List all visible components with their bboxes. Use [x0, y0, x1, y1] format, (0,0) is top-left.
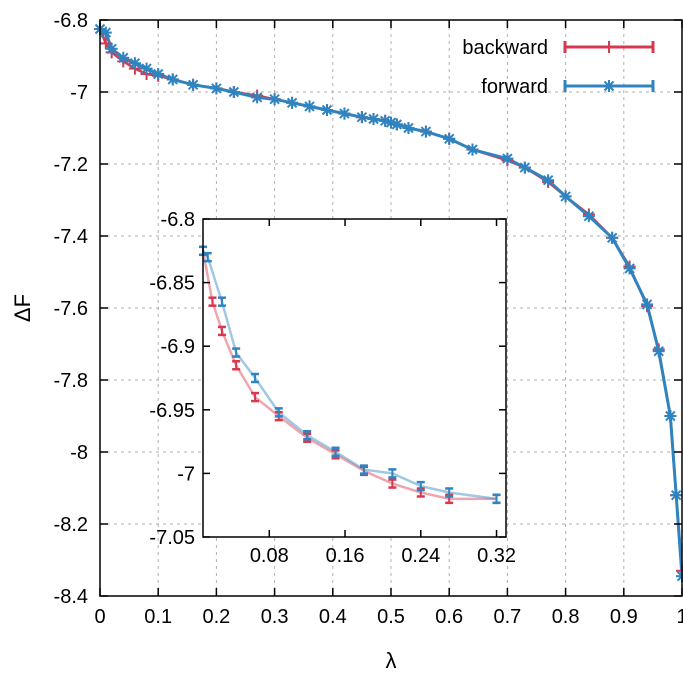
- inset-data-point-forward: [274, 407, 283, 418]
- inset-data-point-forward: [492, 493, 501, 505]
- data-point-forward: [303, 100, 316, 113]
- data-point-forward: [443, 132, 456, 145]
- inset-data-point-forward: [331, 446, 340, 458]
- inset-x-tick-label: 0.08: [250, 545, 289, 567]
- inset-data-point-forward: [232, 347, 241, 358]
- data-point-forward: [152, 68, 165, 80]
- inset-data-point-forward: [217, 296, 226, 307]
- data-point-forward: [641, 298, 654, 311]
- x-tick-label: 0.8: [552, 606, 580, 628]
- data-point-forward: [664, 410, 677, 422]
- legend-swatch-backward: [563, 41, 655, 53]
- x-tick-label: 1: [676, 606, 683, 628]
- legend-marker: [603, 41, 615, 53]
- inset-frame: [202, 218, 507, 538]
- data-point-forward: [670, 489, 683, 502]
- data-point-forward: [99, 26, 112, 39]
- legend-marker: [603, 80, 615, 92]
- x-tick-label: 0.4: [319, 606, 347, 628]
- data-point-forward: [367, 113, 380, 125]
- data-point-forward: [251, 91, 264, 104]
- x-tick-label: 0.5: [377, 606, 405, 628]
- data-point-forward: [227, 86, 240, 98]
- y-tick-label: -7.2: [54, 154, 88, 176]
- inset-data-point-forward: [203, 251, 212, 263]
- data-point-forward: [559, 190, 572, 203]
- legend-label-forward: forward: [481, 76, 548, 98]
- data-point-backward: [99, 37, 112, 50]
- data-point-forward: [390, 118, 403, 131]
- y-tick-label: -8: [70, 442, 88, 464]
- y-tick-label: -6.8: [54, 10, 88, 32]
- data-point-forward: [166, 73, 179, 86]
- y-tick-label: -7.6: [54, 298, 88, 320]
- x-tick-label: 0.2: [202, 606, 230, 628]
- data-point-forward: [402, 122, 415, 134]
- y-tick-label: -8.2: [54, 514, 88, 536]
- x-tick-label: 0: [94, 606, 105, 628]
- data-point-forward: [320, 104, 333, 116]
- data-point-forward: [466, 143, 479, 156]
- data-point-forward: [652, 345, 665, 358]
- inset-x-tick-label: 0.16: [326, 545, 365, 567]
- inset-y-tick-label: -6.9: [161, 336, 195, 358]
- data-point-forward: [140, 62, 153, 75]
- inset-x-tick-label: 0.24: [401, 545, 440, 567]
- data-point-forward: [501, 152, 514, 165]
- inset-background: [203, 219, 506, 537]
- inset-y-tick-label: -6.8: [161, 209, 195, 231]
- data-point-forward: [268, 93, 281, 106]
- legend: backward forward: [462, 37, 655, 98]
- data-point-forward: [128, 57, 141, 70]
- y-tick-label: -8.4: [54, 586, 88, 608]
- inset-y-tick-label: -6.95: [149, 400, 195, 422]
- data-point-forward: [105, 42, 118, 55]
- inset-y-tick-label: -6.85: [149, 273, 195, 295]
- data-point-forward: [286, 96, 299, 109]
- data-point-forward: [542, 174, 555, 187]
- y-tick-label: -7: [70, 82, 88, 104]
- inset-data-point-forward: [416, 480, 425, 492]
- x-tick-label: 0.6: [435, 606, 463, 628]
- y-tick-label: -7.4: [54, 226, 88, 248]
- data-point-forward: [338, 107, 351, 120]
- x-tick-label: 0.9: [610, 606, 638, 628]
- inset-y-tick-label: -7: [177, 463, 195, 485]
- data-point-forward: [210, 82, 223, 95]
- data-point-forward: [606, 231, 619, 244]
- x-tick-label: 0.3: [261, 606, 289, 628]
- inset-data-point-forward: [251, 372, 260, 384]
- data-point-forward: [355, 111, 368, 124]
- inset-data-point-backward: [232, 360, 241, 371]
- main-ticks: 0 0.1 0.2 0.3 0.4 0.5 0.6 0.7 0.8 0.9 1 -6.8 -7 -7.2 -…: [54, 10, 683, 628]
- y-tick-label: -7.8: [54, 370, 88, 392]
- inset-y-tick-label: -7.05: [149, 527, 195, 549]
- data-point-forward: [518, 161, 531, 174]
- data-point-forward: [582, 210, 595, 223]
- data-point-forward: [187, 78, 200, 91]
- inset-chart: 0.08 0.16 0.24 0.32 -6.8 -6.85 -6.9 -6.95 -7 -7.0…: [149, 209, 516, 567]
- inset-data-point-backward: [208, 296, 217, 307]
- inset-series: [199, 245, 501, 505]
- x-axis-label: λ: [386, 648, 397, 673]
- inset-ticks: 0.08 0.16 0.24 0.32 -6.8 -6.85 -6.9 -6.95 -7 -7.0…: [149, 209, 516, 567]
- data-point-forward: [419, 125, 432, 138]
- data-point-forward: [623, 262, 636, 275]
- inset-x-tick-label: 0.32: [477, 545, 516, 567]
- legend-label-backward: backward: [462, 37, 548, 59]
- inset-data-point-forward: [359, 464, 368, 475]
- main-series: [94, 23, 683, 583]
- inset-data-point-backward: [388, 478, 397, 489]
- legend-swatch-forward: [563, 80, 655, 92]
- inset-data-point-backward: [251, 391, 260, 403]
- x-tick-label: 0.1: [144, 606, 172, 628]
- inset-data-point-backward: [217, 325, 226, 337]
- data-point-forward: [117, 51, 130, 64]
- inset-data-point-forward: [303, 429, 312, 441]
- inset-data-point-forward: [445, 487, 454, 498]
- y-axis-label: ΔF: [10, 294, 35, 322]
- x-tick-label: 0.7: [493, 606, 521, 628]
- inset-data-point-forward: [388, 468, 397, 479]
